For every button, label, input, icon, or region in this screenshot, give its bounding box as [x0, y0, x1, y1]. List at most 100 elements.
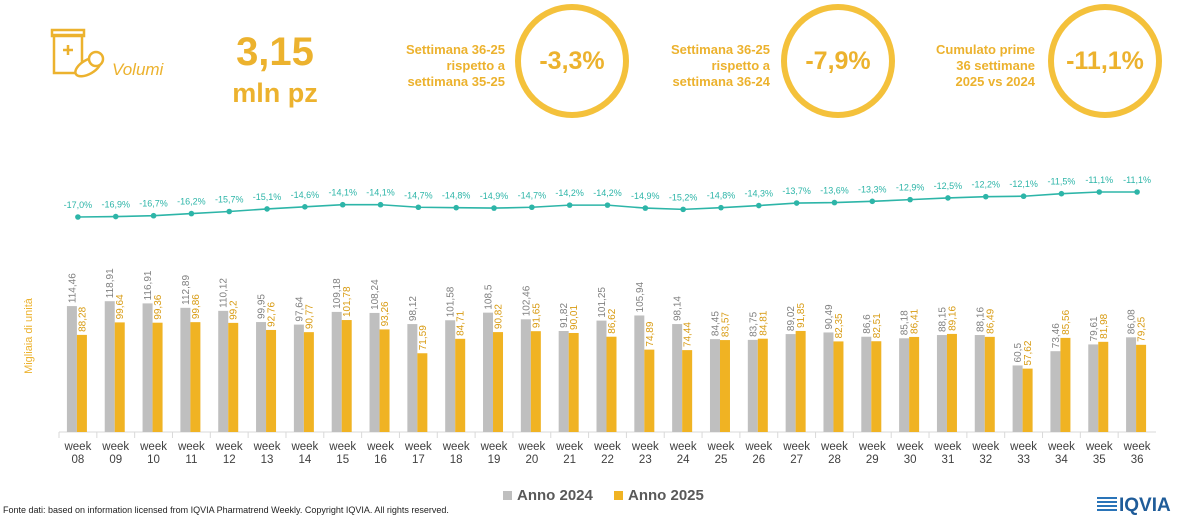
x-tick-label: 10 [147, 454, 160, 466]
bar-2024 [558, 330, 569, 432]
bar-2025 [682, 350, 693, 432]
growth-point [604, 202, 611, 208]
growth-label: -12,9% [896, 183, 925, 193]
bar-2025 [1098, 341, 1109, 432]
bar-2024 [1126, 337, 1137, 432]
bar-2025 [984, 336, 995, 432]
data-label-2024: 99,95 [257, 294, 268, 319]
x-tick-label: 28 [828, 454, 841, 466]
x-tick-label: week [290, 441, 318, 453]
data-label-2024: 84,45 [710, 311, 721, 336]
data-label-2025: 83,57 [720, 312, 731, 337]
growth-label: -14,6% [291, 190, 320, 200]
x-tick-label: week [517, 441, 545, 453]
kpi-3-line3: 2025 vs 2024 [955, 74, 1035, 89]
data-label-2025: 99,86 [191, 294, 202, 319]
data-label-2025: 90,77 [304, 304, 315, 329]
iqvia-logo-text: IQVIA [1119, 495, 1171, 515]
x-tick-label: 23 [639, 454, 652, 466]
growth-point [339, 201, 346, 208]
kpi-3-line1: Cumulato prime [936, 42, 1035, 57]
x-tick-label: week [631, 441, 659, 453]
x-tick-label: week [1009, 441, 1037, 453]
bar-2024 [709, 339, 720, 432]
data-label-2024: 112,89 [181, 275, 192, 305]
data-label-2024: 86,08 [1127, 309, 1138, 334]
growth-point [1096, 189, 1103, 195]
data-label-2024: 98,12 [408, 296, 419, 321]
growth-point [75, 214, 81, 220]
growth-label: -15,2% [669, 192, 698, 202]
x-tick-label: 18 [450, 454, 463, 466]
bar-2025 [1022, 368, 1033, 432]
growth-label: -14,7% [404, 190, 433, 200]
kpi-1-caption: Settimana 36-25 rispetto a settimana 35-… [360, 42, 505, 90]
growth-point [642, 205, 649, 211]
x-tick-label: week [215, 441, 243, 453]
volume-unit: mln pz [232, 78, 318, 108]
bar-2025 [493, 332, 504, 432]
bar-2024 [634, 315, 645, 432]
growth-point [302, 204, 308, 210]
bar-2024 [407, 324, 418, 432]
growth-point [415, 204, 422, 211]
bar-2024 [520, 319, 531, 432]
bar-2025 [379, 329, 390, 432]
growth-point [112, 213, 119, 220]
kpi-3-caption: Cumulato prime 36 settimane 2025 vs 2024 [890, 42, 1035, 90]
data-label-2024: 90,49 [824, 304, 835, 329]
data-label-2024: 91,82 [559, 303, 570, 328]
growth-point [869, 198, 876, 205]
x-tick-label: 09 [109, 454, 122, 466]
iqvia-logo: IQVIA [1097, 493, 1197, 516]
legend-2025-swatch [614, 491, 623, 500]
bar-2024 [823, 332, 834, 432]
data-label-2024: 110,12 [219, 278, 230, 308]
bar-2024 [974, 335, 985, 432]
bar-2025 [1060, 337, 1071, 432]
x-tick-label: 20 [525, 454, 538, 466]
bar-2024 [331, 311, 342, 432]
bar-2024 [1012, 365, 1023, 432]
growth-label: -14,8% [707, 191, 736, 201]
data-label-2024: 105,94 [635, 281, 646, 312]
data-label-2024: 98,14 [673, 296, 684, 321]
bar-2024 [218, 310, 229, 432]
growth-label: -14,9% [631, 191, 660, 201]
x-tick-label: 08 [72, 454, 85, 466]
x-tick-label: 12 [223, 454, 236, 466]
x-tick-label: week [404, 441, 432, 453]
data-label-2024: 102,46 [521, 285, 532, 316]
weekly-volume-chart: 114,4688,28week08118,9199,64week09116,91… [58, 175, 1156, 466]
kpi-1-circle: -3,3% [515, 4, 629, 118]
data-label-2024: 83,75 [748, 311, 759, 336]
x-tick-label: 19 [488, 454, 501, 466]
growth-point [1020, 193, 1027, 200]
growth-point [907, 196, 913, 203]
data-label-2025: 82,35 [834, 313, 845, 338]
x-tick-label: week [593, 441, 621, 453]
bar-2024 [256, 322, 267, 432]
data-label-2025: 91,85 [796, 303, 807, 328]
bar-2024 [747, 339, 758, 432]
growth-label: -13,3% [858, 184, 887, 194]
x-tick-label: week [971, 441, 999, 453]
bar-2024 [445, 320, 456, 432]
growth-point [1058, 190, 1065, 197]
data-label-2025: 91,65 [531, 303, 542, 328]
data-label-2024: 73,46 [1051, 323, 1062, 348]
bar-2025 [114, 322, 125, 432]
bar-2025 [76, 334, 87, 432]
x-tick-label: 14 [298, 454, 311, 466]
growth-label: -12,5% [934, 181, 963, 191]
kpi-2-line3: settimana 36-24 [672, 74, 770, 89]
x-tick-label: 24 [677, 454, 690, 466]
growth-label: -14,3% [745, 189, 774, 199]
data-label-2024: 114,46 [67, 273, 78, 303]
bar-2025 [303, 332, 314, 432]
x-tick-label: week [1085, 441, 1113, 453]
kpi-2-caption: Settimana 36-25 rispetto a settimana 36-… [625, 42, 770, 90]
bar-2024 [104, 301, 115, 432]
bar-2025 [757, 338, 768, 432]
kpi-2-line1: Settimana 36-25 [671, 42, 770, 57]
